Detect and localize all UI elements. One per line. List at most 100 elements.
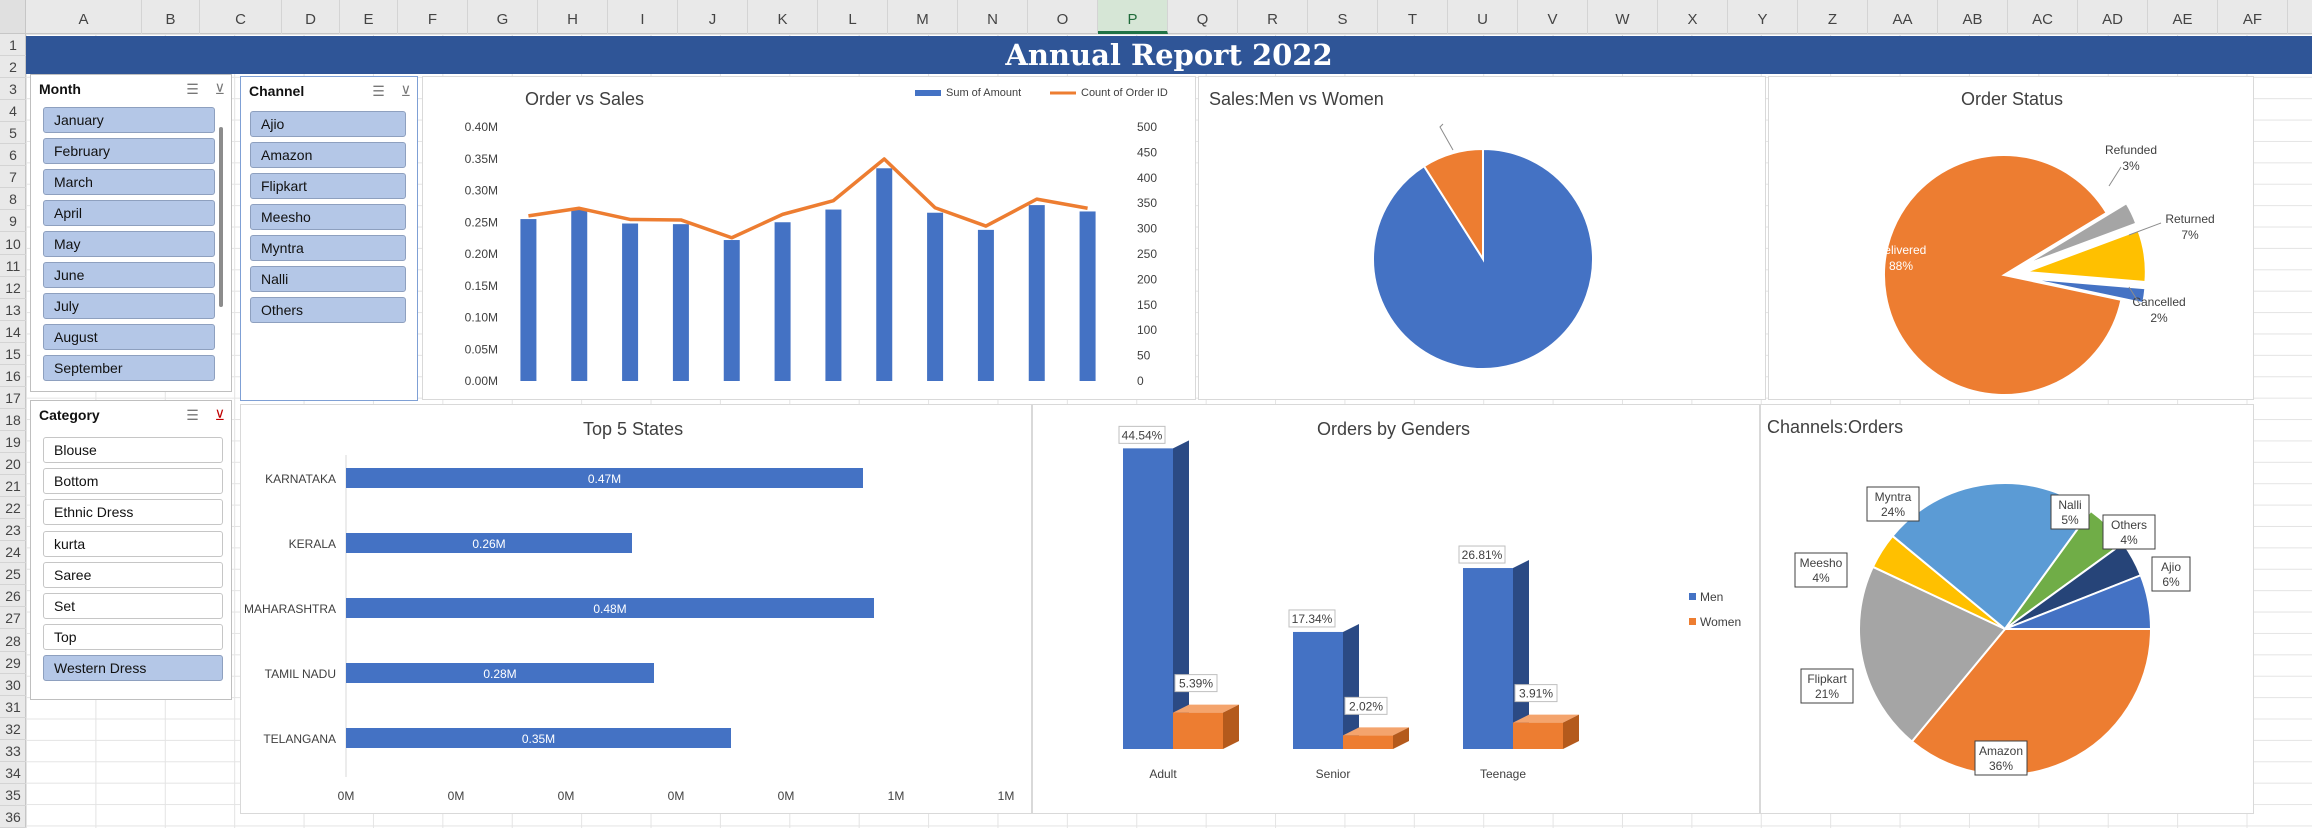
row-header-14[interactable]: 14 bbox=[0, 321, 26, 343]
row-header-11[interactable]: 11 bbox=[0, 255, 26, 277]
bar-sum-of-amount[interactable] bbox=[977, 229, 994, 381]
column-header-K[interactable]: K bbox=[748, 0, 818, 34]
sales-men-vs-women-chart[interactable]: Sales:Men vs Women bbox=[1198, 76, 1766, 400]
column-header-AE[interactable]: AE bbox=[2148, 0, 2218, 34]
row-header-9[interactable]: 9 bbox=[0, 210, 26, 233]
row-header-7[interactable]: 7 bbox=[0, 166, 26, 189]
pie-slice-delivered[interactable] bbox=[1883, 154, 2123, 396]
slicer-item-top[interactable]: Top bbox=[43, 624, 223, 651]
row-header-10[interactable]: 10 bbox=[0, 233, 26, 255]
column-header-J[interactable]: J bbox=[678, 0, 748, 34]
row-header-6[interactable]: 6 bbox=[0, 144, 26, 167]
clear-filter-icon[interactable]: ⊻ bbox=[214, 407, 225, 423]
bar-women[interactable] bbox=[1513, 722, 1563, 749]
row-header-30[interactable]: 30 bbox=[0, 674, 26, 696]
bar-men[interactable] bbox=[1293, 631, 1343, 749]
column-header-V[interactable]: V bbox=[1518, 0, 1588, 34]
bar-sum-of-amount[interactable] bbox=[1028, 205, 1045, 381]
slicer-item-amazon[interactable]: Amazon bbox=[250, 142, 406, 168]
slicer-item-others[interactable]: Others bbox=[250, 297, 406, 323]
row-header-18[interactable]: 18 bbox=[0, 409, 26, 431]
slicer-item-ajio[interactable]: Ajio bbox=[250, 111, 406, 137]
column-header-H[interactable]: H bbox=[538, 0, 608, 34]
top-5-states-chart[interactable]: Top 5 States KARNATAKA 0.47M KERALA 0.26M MA… bbox=[240, 404, 1032, 814]
pie-slice-ajio[interactable] bbox=[2004, 573, 2153, 630]
bar-state[interactable] bbox=[346, 728, 731, 748]
row-header-34[interactable]: 34 bbox=[0, 762, 26, 784]
column-header-N[interactable]: N bbox=[958, 0, 1028, 34]
row-header-36[interactable]: 36 bbox=[0, 806, 26, 828]
column-header-M[interactable]: M bbox=[888, 0, 958, 34]
row-header-33[interactable]: 33 bbox=[0, 740, 26, 762]
slicer-item-april[interactable]: April bbox=[43, 200, 215, 226]
slicer-scrollbar[interactable] bbox=[219, 127, 223, 307]
slicer-item-may[interactable]: May bbox=[43, 231, 215, 257]
row-header-8[interactable]: 8 bbox=[0, 188, 26, 211]
column-header-AC[interactable]: AC bbox=[2008, 0, 2078, 34]
multi-select-icon[interactable]: ☰ bbox=[186, 81, 199, 97]
column-header-P[interactable]: P bbox=[1098, 0, 1168, 34]
row-header-32[interactable]: 32 bbox=[0, 718, 26, 740]
column-header-C[interactable]: C bbox=[200, 0, 282, 34]
row-header-4[interactable]: 4 bbox=[0, 100, 26, 123]
slicer-item-nalli[interactable]: Nalli bbox=[250, 266, 406, 292]
row-header-19[interactable]: 19 bbox=[0, 431, 26, 454]
row-header-24[interactable]: 24 bbox=[0, 541, 26, 564]
row-header-3[interactable]: 3 bbox=[0, 78, 26, 101]
slicer-item-july[interactable]: July bbox=[43, 293, 215, 319]
column-header-L[interactable]: L bbox=[818, 0, 888, 34]
clear-filter-icon[interactable]: ⊻ bbox=[400, 83, 411, 99]
order-status-chart[interactable]: Order Status Delivered 88% Refunded 3% Retur… bbox=[1768, 76, 2254, 400]
row-header-12[interactable]: 12 bbox=[0, 277, 26, 299]
slicer-item-myntra[interactable]: Myntra bbox=[250, 235, 406, 261]
row-header-22[interactable]: 22 bbox=[0, 497, 26, 520]
column-header-A[interactable]: A bbox=[26, 0, 142, 34]
multi-select-icon[interactable]: ☰ bbox=[186, 407, 199, 423]
row-header-13[interactable]: 13 bbox=[0, 299, 26, 321]
row-header-5[interactable]: 5 bbox=[0, 122, 26, 145]
column-header-O[interactable]: O bbox=[1028, 0, 1098, 34]
column-header-AD[interactable]: AD bbox=[2078, 0, 2148, 34]
column-header-D[interactable]: D bbox=[282, 0, 340, 34]
row-header-31[interactable]: 31 bbox=[0, 696, 26, 718]
row-header-16[interactable]: 16 bbox=[0, 365, 26, 387]
row-header-25[interactable]: 25 bbox=[0, 563, 26, 586]
column-header-B[interactable]: B bbox=[142, 0, 200, 34]
bar-state[interactable] bbox=[346, 663, 654, 683]
multi-select-icon[interactable]: ☰ bbox=[372, 83, 385, 99]
row-header-17[interactable]: 17 bbox=[0, 387, 26, 409]
bar-sum-of-amount[interactable] bbox=[672, 224, 689, 381]
column-header-Q[interactable]: Q bbox=[1168, 0, 1238, 34]
slicer-item-january[interactable]: January bbox=[43, 107, 215, 133]
column-header-X[interactable]: X bbox=[1658, 0, 1728, 34]
bar-sum-of-amount[interactable] bbox=[723, 240, 740, 381]
column-header-W[interactable]: W bbox=[1588, 0, 1658, 34]
slicer-item-september[interactable]: September bbox=[43, 355, 215, 381]
row-header-21[interactable]: 21 bbox=[0, 475, 26, 498]
column-header-Z[interactable]: Z bbox=[1798, 0, 1868, 34]
row-header-35[interactable]: 35 bbox=[0, 784, 26, 806]
slicer-item-set[interactable]: Set bbox=[43, 593, 223, 619]
pie-slice-returned[interactable] bbox=[2025, 228, 2147, 284]
slicer-item-flipkart[interactable]: Flipkart bbox=[250, 173, 406, 199]
slicer-item-august[interactable]: August bbox=[43, 324, 215, 350]
slicer-item-june[interactable]: June bbox=[43, 262, 215, 288]
column-header-R[interactable]: R bbox=[1238, 0, 1308, 34]
select-all-corner[interactable] bbox=[0, 0, 26, 34]
slicer-item-march[interactable]: March bbox=[43, 169, 215, 195]
column-header-G[interactable]: G bbox=[468, 0, 538, 34]
pie-slice-amazon[interactable] bbox=[1910, 628, 2153, 776]
bar-sum-of-amount[interactable] bbox=[927, 212, 944, 381]
row-header-26[interactable]: 26 bbox=[0, 585, 26, 608]
bar-men[interactable] bbox=[1463, 568, 1513, 749]
slicer-item-ethnic-dress[interactable]: Ethnic Dress bbox=[43, 499, 223, 526]
row-header-15[interactable]: 15 bbox=[0, 343, 26, 365]
slicer-item-meesho[interactable]: Meesho bbox=[250, 204, 406, 230]
slicer-item-blouse[interactable]: Blouse bbox=[43, 437, 223, 463]
column-header-F[interactable]: F bbox=[398, 0, 468, 34]
column-header-S[interactable]: S bbox=[1308, 0, 1378, 34]
column-header-T[interactable]: T bbox=[1378, 0, 1448, 34]
column-header-AB[interactable]: AB bbox=[1938, 0, 2008, 34]
row-header-23[interactable]: 23 bbox=[0, 519, 26, 542]
column-header-AF[interactable]: AF bbox=[2218, 0, 2288, 34]
